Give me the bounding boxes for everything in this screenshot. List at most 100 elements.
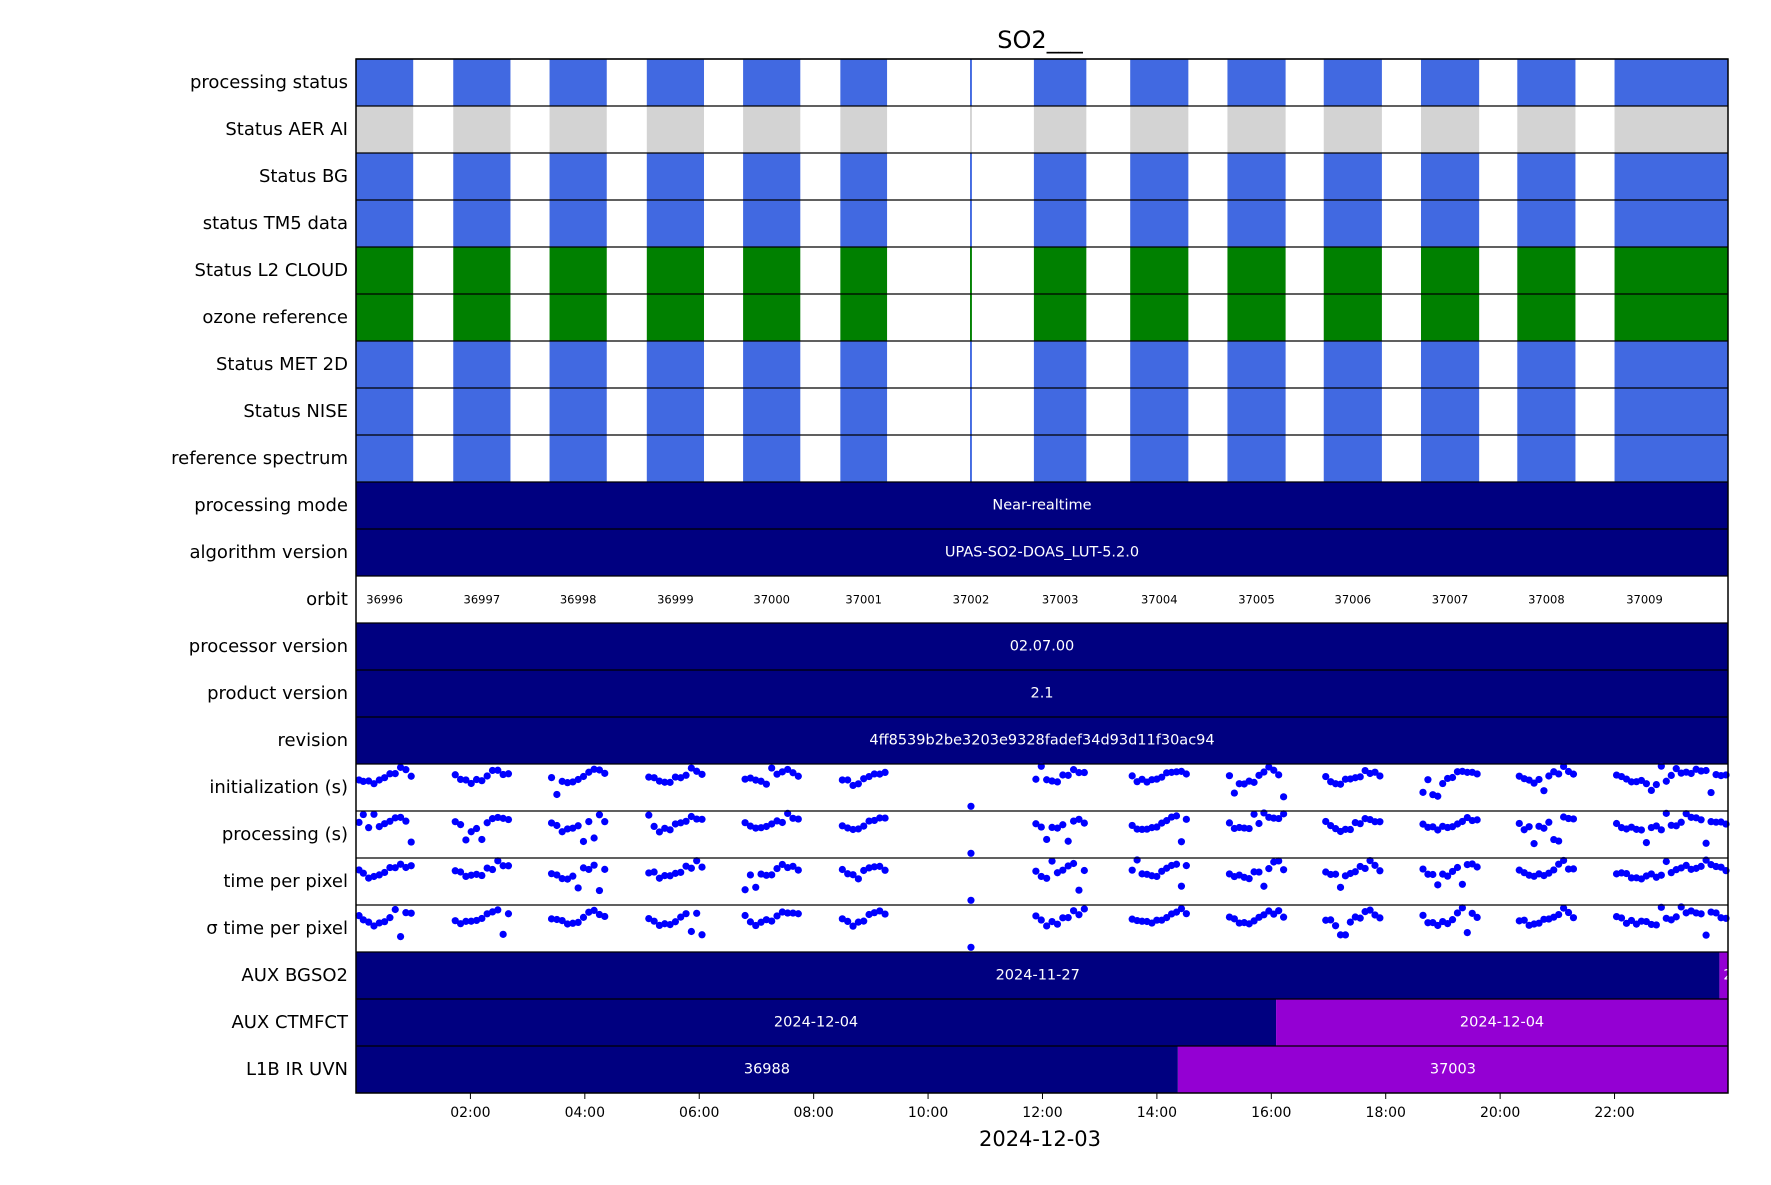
status-bar <box>1614 435 1728 482</box>
status-bar <box>1227 153 1286 200</box>
aux-segment <box>1276 999 1728 1046</box>
status-bar <box>453 106 511 153</box>
status-bar <box>549 153 607 200</box>
data-point <box>504 862 513 870</box>
data-point <box>488 865 497 874</box>
data-point <box>1712 909 1720 917</box>
data-point <box>590 765 598 773</box>
data-point <box>1560 904 1568 912</box>
data-point <box>876 814 884 822</box>
data-point <box>693 767 701 775</box>
data-point <box>854 875 862 883</box>
data-point <box>860 917 868 925</box>
band-text: 2.1 <box>1030 686 1053 702</box>
status-bar <box>1614 341 1728 388</box>
status-bar <box>1420 435 1480 482</box>
data-point <box>1667 771 1675 780</box>
data-point <box>1707 788 1715 797</box>
data-point <box>1048 777 1056 785</box>
data-point <box>451 818 459 826</box>
data-point <box>370 780 378 788</box>
data-point <box>870 863 878 871</box>
status-bar <box>1130 59 1189 106</box>
data-point <box>794 815 802 823</box>
data-point <box>784 909 792 917</box>
data-point <box>365 918 373 926</box>
status-bar <box>970 59 972 106</box>
data-point <box>1424 776 1432 784</box>
data-point <box>844 776 852 784</box>
orbit-number: 37007 <box>1432 593 1469 607</box>
data-point <box>1053 920 1062 928</box>
data-point <box>1075 815 1083 823</box>
status-bar <box>743 341 801 388</box>
data-point <box>1043 922 1051 930</box>
data-point <box>1177 904 1186 913</box>
status-bar <box>1227 435 1286 482</box>
data-point <box>590 861 598 869</box>
data-point <box>1153 823 1161 831</box>
status-bar <box>743 435 801 482</box>
row-label: product version <box>207 683 348 704</box>
status-bar <box>840 435 888 482</box>
status-bar <box>646 247 705 294</box>
data-point <box>462 917 470 925</box>
data-point <box>849 825 857 834</box>
data-point <box>391 814 399 822</box>
data-point <box>1225 772 1234 780</box>
data-point <box>483 819 491 827</box>
status-bar <box>453 153 511 200</box>
data-point <box>778 860 786 869</box>
aux-segment-text: 36988 <box>744 1062 790 1078</box>
data-point <box>1662 777 1670 785</box>
data-point <box>467 917 475 925</box>
status-bar <box>1420 388 1480 435</box>
data-point <box>391 864 399 872</box>
data-point <box>1265 865 1273 873</box>
orbit-number: 37002 <box>953 593 990 607</box>
data-point <box>1677 818 1685 826</box>
data-point <box>757 777 765 785</box>
data-point <box>585 768 593 776</box>
status-bar <box>1227 59 1286 106</box>
status-bar <box>1614 200 1728 247</box>
status-bar <box>1323 59 1382 106</box>
data-point <box>1336 780 1345 788</box>
status-bar <box>1130 341 1189 388</box>
status-bar <box>356 247 414 294</box>
data-point <box>1642 780 1650 788</box>
data-point <box>494 813 502 822</box>
data-point <box>655 874 664 882</box>
data-point <box>1697 862 1705 870</box>
value-band <box>356 717 1728 764</box>
data-point <box>661 920 669 928</box>
status-bar <box>549 388 607 435</box>
data-point <box>1048 857 1056 865</box>
status-bar <box>1227 341 1286 388</box>
data-point <box>579 913 588 921</box>
data-point <box>773 864 781 873</box>
data-point <box>1128 866 1136 874</box>
orbit-number: 37000 <box>753 593 790 607</box>
status-bar <box>840 106 888 153</box>
data-point <box>1069 766 1078 774</box>
data-point <box>784 809 792 818</box>
data-point <box>1560 762 1568 771</box>
data-point <box>370 922 378 930</box>
status-bar <box>1517 200 1576 247</box>
data-point <box>1245 824 1253 833</box>
data-point <box>504 815 513 824</box>
data-point <box>1525 823 1533 831</box>
data-point <box>693 909 701 917</box>
status-bar <box>1517 247 1576 294</box>
orbit-number: 36997 <box>464 593 501 607</box>
data-point <box>1346 825 1354 834</box>
value-band <box>356 670 1728 717</box>
data-point <box>1682 861 1690 870</box>
data-point <box>1642 839 1650 847</box>
data-point <box>794 772 802 780</box>
data-point <box>499 930 507 938</box>
status-bar <box>840 59 888 106</box>
data-point <box>778 908 786 916</box>
status-bar <box>1033 341 1087 388</box>
